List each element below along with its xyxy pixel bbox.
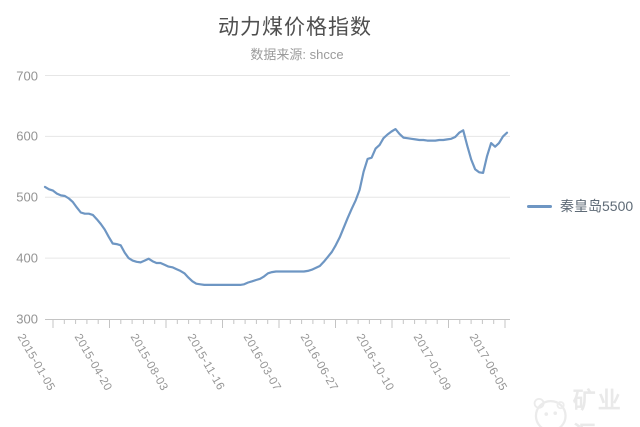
y-axis-label-300: 300	[16, 311, 38, 327]
panda-logo-icon	[533, 397, 567, 427]
watermark: 矿业汇	[531, 381, 640, 427]
legend-line-marker	[527, 204, 552, 208]
y-axis-label-600: 600	[16, 128, 38, 144]
y-axis-label-700: 700	[16, 68, 38, 83]
chart-subtitle: 数据来源: shcce	[250, 47, 344, 62]
watermark-text: 矿业汇	[572, 387, 623, 427]
price-line	[43, 128, 509, 286]
legend-item-qinhuangdao5500[interactable]: 秦皇岛5500	[527, 196, 633, 216]
legend-label: 秦皇岛5500	[560, 198, 634, 214]
y-axis-label-500: 500	[16, 189, 38, 205]
chart-title: 动力煤价格指数	[218, 16, 372, 39]
y-axis-label-400: 400	[16, 250, 38, 266]
